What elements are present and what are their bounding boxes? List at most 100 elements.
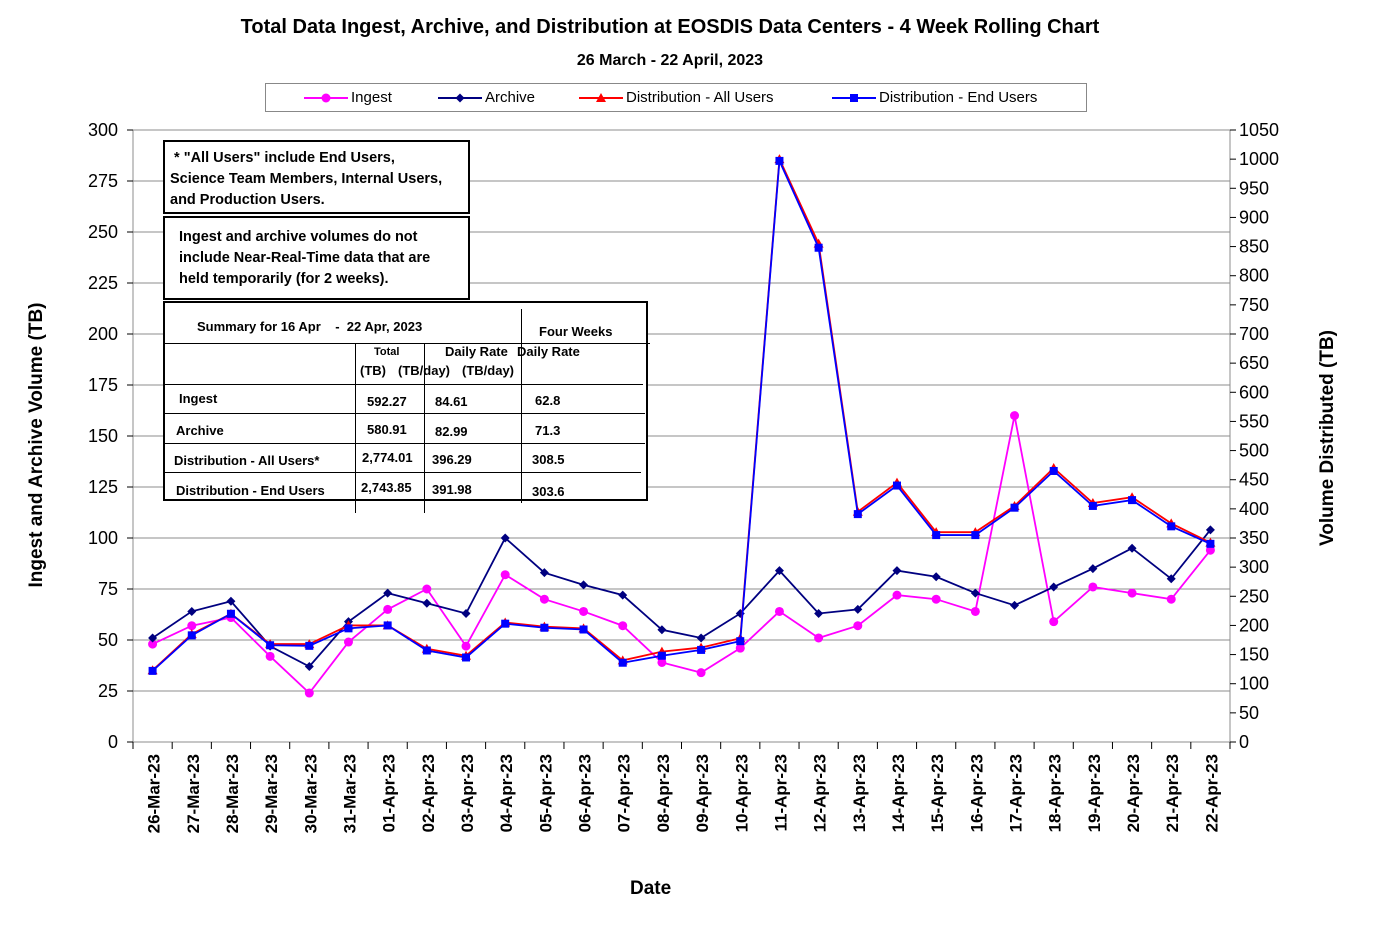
nrt-note-line: Ingest and archive volumes do not xyxy=(179,229,418,245)
x-tick-label: 20-Apr-23 xyxy=(1124,754,1143,832)
point-ingest xyxy=(343,637,353,647)
series-line-distribution-end-users xyxy=(151,160,1211,672)
point-ingest xyxy=(774,606,784,616)
summary-row-daily: 82.99 xyxy=(435,424,468,439)
y2-axis-label: Volume Distributed (TB) xyxy=(1317,329,1338,547)
point-distribution-end-users xyxy=(579,625,588,634)
series-line-ingest xyxy=(152,415,1212,695)
point-ingest xyxy=(1166,594,1176,604)
y-tick-label: 25 xyxy=(98,681,118,701)
point-distribution-end-users xyxy=(618,658,627,667)
x-tick-label: 28-Mar-23 xyxy=(223,754,242,833)
y2-tick-label: 1050 xyxy=(1239,120,1279,140)
x-tick-label: 02-Apr-23 xyxy=(419,754,438,832)
y-axis-label: Ingest and Archive Volume (TB) xyxy=(26,302,47,588)
y2-tick-label: 350 xyxy=(1239,528,1269,548)
chart-title: Total Data Ingest, Archive, and Distribu… xyxy=(240,16,1100,38)
point-distribution-end-users xyxy=(226,609,235,618)
y2-tick-label: 1000 xyxy=(1239,149,1279,169)
summary-row-daily: 391.98 xyxy=(432,482,472,497)
legend-marker-archive xyxy=(438,93,482,102)
point-distribution-end-users xyxy=(383,621,392,630)
point-archive xyxy=(696,633,706,643)
y-tick-label: 225 xyxy=(88,273,118,293)
x-tick-label: 14-Apr-23 xyxy=(889,754,908,832)
point-archive xyxy=(892,566,902,576)
x-tick-label: 01-Apr-23 xyxy=(380,754,399,832)
point-distribution-end-users xyxy=(462,653,471,662)
x-tick-label: 07-Apr-23 xyxy=(615,754,634,832)
point-distribution-end-users xyxy=(1088,501,1097,510)
summary-row-label: Distribution - End Users xyxy=(176,483,325,498)
point-archive xyxy=(1049,582,1059,592)
summary-row-total: 2,743.85 xyxy=(361,480,412,495)
y2-tick-label: 750 xyxy=(1239,295,1269,315)
point-archive xyxy=(931,572,941,582)
summary-rule xyxy=(165,472,641,473)
point-ingest xyxy=(383,604,393,614)
point-ingest xyxy=(500,570,510,580)
point-archive xyxy=(383,588,393,598)
point-distribution-end-users xyxy=(697,645,706,654)
point-distribution-end-users xyxy=(187,631,196,640)
point-distribution-end-users xyxy=(266,641,275,650)
point-archive xyxy=(618,590,628,600)
x-tick-label: 21-Apr-23 xyxy=(1163,754,1182,832)
y-tick-label: 200 xyxy=(88,324,118,344)
summary-col-total: Total xyxy=(374,346,400,358)
chart-subtitle: 26 March - 22 April, 2023 xyxy=(576,52,764,69)
point-archive xyxy=(970,588,980,598)
summary-rule xyxy=(165,384,643,385)
point-distribution-end-users xyxy=(1167,522,1176,531)
point-distribution-end-users xyxy=(1206,539,1215,548)
point-archive xyxy=(187,606,197,616)
point-distribution-end-users xyxy=(1049,466,1058,475)
point-ingest xyxy=(1127,588,1137,598)
legend-label-distribution-all-users: Distribution - All Users xyxy=(626,89,774,106)
point-ingest xyxy=(657,657,667,667)
point-archive xyxy=(814,608,824,618)
point-archive xyxy=(1088,564,1098,574)
x-tick-label: 30-Mar-23 xyxy=(301,754,320,833)
point-ingest xyxy=(696,668,706,678)
legend-marker-distribution-all-users xyxy=(579,92,623,102)
y-tick-label: 250 xyxy=(88,222,118,242)
summary-table: Summary for 16 Apr - 22 Apr, 2023 Four W… xyxy=(163,301,650,513)
legend-label-distribution-end-users: Distribution - End Users xyxy=(879,89,1038,106)
y2-tick-label: 400 xyxy=(1239,499,1269,519)
summary-rule xyxy=(424,343,425,513)
series-line-distribution-all-users xyxy=(151,155,1211,671)
summary-row-daily: 84.61 xyxy=(435,394,468,409)
point-archive xyxy=(1127,543,1137,553)
summary-four-weeks-header: Four Weeks xyxy=(539,324,613,339)
all-users-note-line: Science Team Members, Internal Users, xyxy=(170,171,443,187)
summary-row-label: Distribution - All Users* xyxy=(174,453,320,468)
legend-label-archive: Archive xyxy=(485,89,536,106)
point-ingest xyxy=(1205,545,1215,555)
point-distribution-end-users xyxy=(932,531,941,540)
y2-tick-label: 550 xyxy=(1239,411,1269,431)
x-tick-label: 09-Apr-23 xyxy=(693,754,712,832)
summary-rule xyxy=(355,343,356,513)
point-archive xyxy=(148,633,158,643)
point-archive xyxy=(853,604,863,614)
point-distribution-end-users xyxy=(814,243,823,252)
point-archive xyxy=(579,580,589,590)
y-tick-label: 300 xyxy=(88,120,118,140)
nrt-note-line: held temporarily (for 2 weeks). xyxy=(179,271,389,287)
point-distribution-end-users xyxy=(775,156,784,165)
x-tick-label: 29-Mar-23 xyxy=(262,754,281,833)
x-tick-label: 18-Apr-23 xyxy=(1046,754,1065,832)
y2-tick-label: 700 xyxy=(1239,324,1269,344)
point-ingest xyxy=(1049,617,1059,627)
legend: Ingest Archive Distribution - All Users … xyxy=(265,83,1087,112)
x-tick-label: 08-Apr-23 xyxy=(654,754,673,832)
legend-marker-distribution-end-users xyxy=(832,93,876,102)
summary-row-four: 308.5 xyxy=(532,452,565,467)
point-distribution-end-users xyxy=(853,510,862,519)
summary-col-four-unit: (TB/day) xyxy=(462,363,514,378)
x-tick-label: 06-Apr-23 xyxy=(576,754,595,832)
point-ingest xyxy=(1088,582,1098,592)
y-tick-label: 100 xyxy=(88,528,118,548)
y2-tick-label: 200 xyxy=(1239,615,1269,635)
